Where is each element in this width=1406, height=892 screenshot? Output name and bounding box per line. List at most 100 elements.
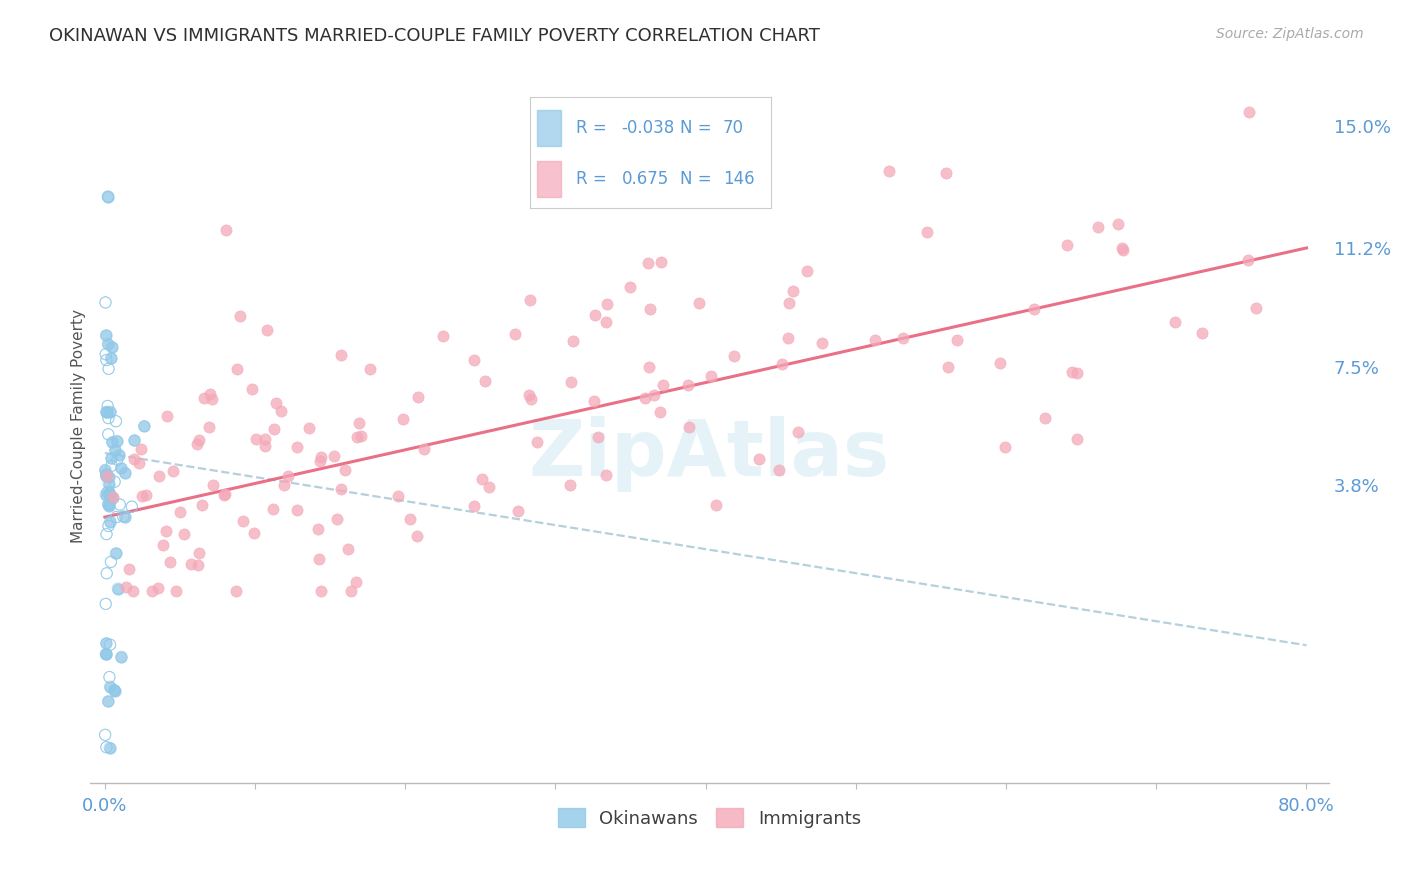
Point — [704, 498, 727, 512]
Point — [105, 434, 128, 448]
Point — [350, 428, 373, 442]
Point — [101, 491, 124, 505]
Point — [863, 333, 886, 347]
Point — [1107, 217, 1129, 231]
Point — [678, 420, 700, 434]
Point — [678, 378, 700, 392]
Point — [97, 498, 120, 512]
Point — [94, 295, 117, 310]
Point — [97, 361, 120, 376]
Point — [94, 647, 117, 661]
Point — [98, 497, 121, 511]
Point — [229, 309, 252, 323]
Point — [103, 682, 125, 697]
Point — [891, 331, 914, 345]
Point — [117, 562, 139, 576]
Point — [148, 469, 170, 483]
Point — [768, 463, 790, 477]
Point — [97, 427, 120, 442]
Point — [165, 583, 187, 598]
Point — [225, 583, 247, 598]
Point — [112, 509, 135, 524]
Point — [582, 393, 605, 408]
Point — [97, 399, 120, 413]
Point — [198, 387, 221, 401]
Point — [399, 512, 422, 526]
Point — [98, 680, 121, 694]
Point — [97, 190, 120, 204]
Point — [94, 597, 117, 611]
Point — [97, 694, 120, 708]
Point — [122, 583, 145, 598]
Point — [97, 484, 120, 499]
Point — [337, 542, 360, 557]
Point — [1111, 241, 1133, 255]
Point — [253, 439, 276, 453]
Point — [100, 491, 122, 505]
Point — [97, 411, 120, 425]
Point — [101, 491, 124, 506]
Text: Source: ZipAtlas.com: Source: ZipAtlas.com — [1216, 27, 1364, 41]
Point — [262, 501, 284, 516]
Point — [156, 409, 179, 423]
Point — [1033, 411, 1056, 425]
Point — [100, 458, 122, 473]
Point — [128, 456, 150, 470]
Point — [344, 574, 367, 589]
Point — [101, 435, 124, 450]
Point — [148, 582, 170, 596]
Point — [98, 488, 121, 502]
Point — [97, 190, 120, 204]
Point — [100, 451, 122, 466]
Point — [335, 462, 357, 476]
Point — [309, 583, 332, 598]
Point — [1244, 301, 1267, 315]
Point — [98, 488, 121, 502]
Point — [786, 425, 808, 439]
Point — [105, 434, 128, 448]
Point — [105, 510, 128, 524]
Point — [471, 472, 494, 486]
Point — [100, 555, 122, 569]
Point — [1087, 219, 1109, 234]
Point — [97, 337, 120, 351]
Point — [131, 489, 153, 503]
Point — [97, 427, 120, 442]
Point — [810, 336, 832, 351]
Point — [214, 487, 236, 501]
Point — [519, 392, 541, 406]
Point — [214, 488, 236, 502]
Point — [519, 293, 541, 307]
Point — [201, 477, 224, 491]
Point — [412, 442, 434, 457]
Point — [309, 454, 332, 468]
Point — [124, 451, 146, 466]
Point — [308, 551, 330, 566]
Point — [994, 440, 1017, 454]
Point — [277, 469, 299, 483]
Point — [1062, 365, 1084, 379]
Point — [97, 470, 120, 484]
Point — [104, 443, 127, 458]
Point — [915, 225, 938, 239]
Point — [96, 566, 118, 581]
Point — [101, 435, 124, 450]
Point — [770, 357, 793, 371]
Point — [96, 485, 118, 500]
Point — [638, 359, 661, 374]
Point — [935, 166, 957, 180]
Point — [588, 430, 610, 444]
Point — [134, 419, 156, 434]
Point — [619, 280, 641, 294]
Point — [94, 728, 117, 742]
Point — [121, 500, 143, 514]
Point — [100, 340, 122, 354]
Point — [98, 497, 121, 511]
Point — [346, 430, 368, 444]
Point — [97, 476, 120, 491]
Point — [107, 582, 129, 596]
Point — [104, 684, 127, 698]
Point — [97, 694, 120, 708]
Point — [96, 405, 118, 419]
Point — [97, 470, 120, 484]
